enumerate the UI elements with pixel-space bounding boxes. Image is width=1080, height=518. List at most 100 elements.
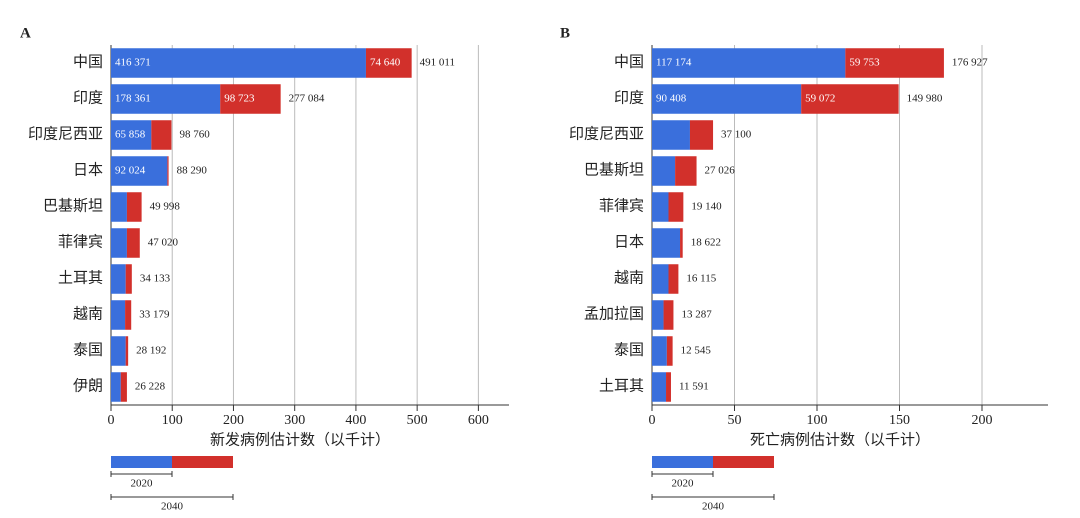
- bar-segment: [365, 48, 412, 78]
- category-label: 巴基斯坦: [43, 197, 103, 214]
- total-label: 88 290: [177, 165, 208, 177]
- bar-segment: [652, 156, 676, 186]
- bar-segment: [126, 192, 142, 222]
- x-tick-label: 400: [345, 413, 366, 428]
- bar-segment: [125, 264, 132, 294]
- x-tick-label: 500: [407, 413, 428, 428]
- category-label: 中国: [614, 53, 644, 70]
- total-label: 49 998: [150, 201, 181, 213]
- total-label: 277 084: [289, 93, 325, 105]
- category-label: 中国: [73, 53, 103, 70]
- bar-segment: [652, 192, 669, 222]
- x-tick-label: 50: [728, 413, 742, 428]
- value-label: 65 858: [115, 129, 146, 141]
- bar-segment: [125, 300, 132, 330]
- x-tick-label: 600: [468, 413, 489, 428]
- bar-segment: [220, 84, 281, 114]
- total-label: 491 011: [420, 57, 455, 69]
- value-label: 416 371: [115, 57, 151, 69]
- bar-segment: [675, 156, 697, 186]
- legend-label: 2020: [672, 478, 695, 490]
- panel-label: A: [20, 25, 31, 41]
- total-label: 149 980: [907, 93, 943, 105]
- category-label: 泰国: [73, 341, 103, 358]
- bar-segment: [652, 48, 846, 78]
- bar-segment: [652, 336, 667, 366]
- bar-segment: [111, 336, 126, 366]
- value-label: 178 361: [115, 93, 151, 105]
- total-label: 33 179: [139, 309, 170, 321]
- bar-segment: [668, 264, 679, 294]
- bar-segment: [111, 372, 121, 402]
- bar-segment: [666, 372, 671, 402]
- x-axis-label: 新发病例估计数（以千计）: [210, 431, 390, 448]
- total-label: 37 100: [721, 129, 752, 141]
- bar-segment: [663, 300, 674, 330]
- category-label: 印度尼西亚: [28, 125, 103, 142]
- bar-segment: [652, 264, 669, 294]
- x-tick-label: 100: [162, 413, 183, 428]
- x-tick-label: 0: [649, 413, 656, 428]
- value-label: 92 024: [115, 165, 146, 177]
- category-label: 日本: [614, 233, 644, 250]
- total-label: 18 622: [691, 237, 721, 249]
- bar-segment: [111, 264, 126, 294]
- bar-segment: [111, 300, 126, 330]
- x-tick-label: 200: [223, 413, 244, 428]
- total-label: 12 545: [681, 345, 712, 357]
- bar-segment: [668, 192, 684, 222]
- bar-segment: [652, 228, 681, 258]
- bar-segment: [167, 156, 169, 186]
- category-label: 日本: [73, 161, 103, 178]
- bar-segment: [652, 300, 664, 330]
- bar-segment: [111, 84, 221, 114]
- total-label: 98 760: [179, 129, 210, 141]
- bar-segment: [111, 48, 366, 78]
- bar-segment: [151, 120, 172, 150]
- total-label: 11 591: [679, 381, 709, 393]
- bar-segment: [666, 336, 673, 366]
- legend-label: 2020: [131, 478, 154, 490]
- bar-segment: [801, 84, 899, 114]
- total-label: 27 026: [705, 165, 736, 177]
- bar-segment: [680, 228, 683, 258]
- bar-segment: [111, 192, 127, 222]
- legend-swatch: [111, 456, 172, 468]
- x-tick-label: 150: [889, 413, 910, 428]
- panel-label: B: [560, 25, 570, 41]
- category-label: 印度: [614, 89, 644, 106]
- total-label: 34 133: [140, 273, 171, 285]
- category-label: 巴基斯坦: [584, 161, 644, 178]
- total-label: 176 927: [952, 57, 988, 69]
- x-axis-label: 死亡病例估计数（以千计）: [750, 431, 930, 448]
- value-label: 98 723: [224, 93, 255, 105]
- value-label: 117 174: [656, 57, 692, 69]
- total-label: 16 115: [686, 273, 716, 285]
- value-label: 59 072: [805, 93, 835, 105]
- bar-segment: [111, 156, 168, 186]
- legend-label: 2040: [702, 501, 725, 513]
- total-label: 47 020: [148, 237, 179, 249]
- category-label: 印度: [73, 89, 103, 106]
- legend-label: 2040: [161, 501, 184, 513]
- category-label: 土耳其: [599, 377, 644, 394]
- category-label: 菲律宾: [58, 233, 103, 250]
- legend-swatch: [172, 456, 233, 468]
- x-tick-label: 300: [284, 413, 305, 428]
- bar-segment: [120, 372, 127, 402]
- bar-segment: [845, 48, 944, 78]
- bar-segment: [125, 336, 129, 366]
- value-label: 59 753: [849, 57, 880, 69]
- value-label: 90 408: [656, 93, 687, 105]
- category-label: 伊朗: [73, 377, 103, 394]
- category-label: 越南: [614, 269, 644, 286]
- x-tick-label: 0: [108, 413, 115, 428]
- total-label: 13 287: [681, 309, 712, 321]
- total-label: 26 228: [135, 381, 166, 393]
- bar-segment: [689, 120, 714, 150]
- value-label: 74 640: [370, 57, 401, 69]
- bar-segment: [111, 120, 152, 150]
- x-tick-label: 100: [807, 413, 828, 428]
- category-label: 泰国: [614, 341, 644, 358]
